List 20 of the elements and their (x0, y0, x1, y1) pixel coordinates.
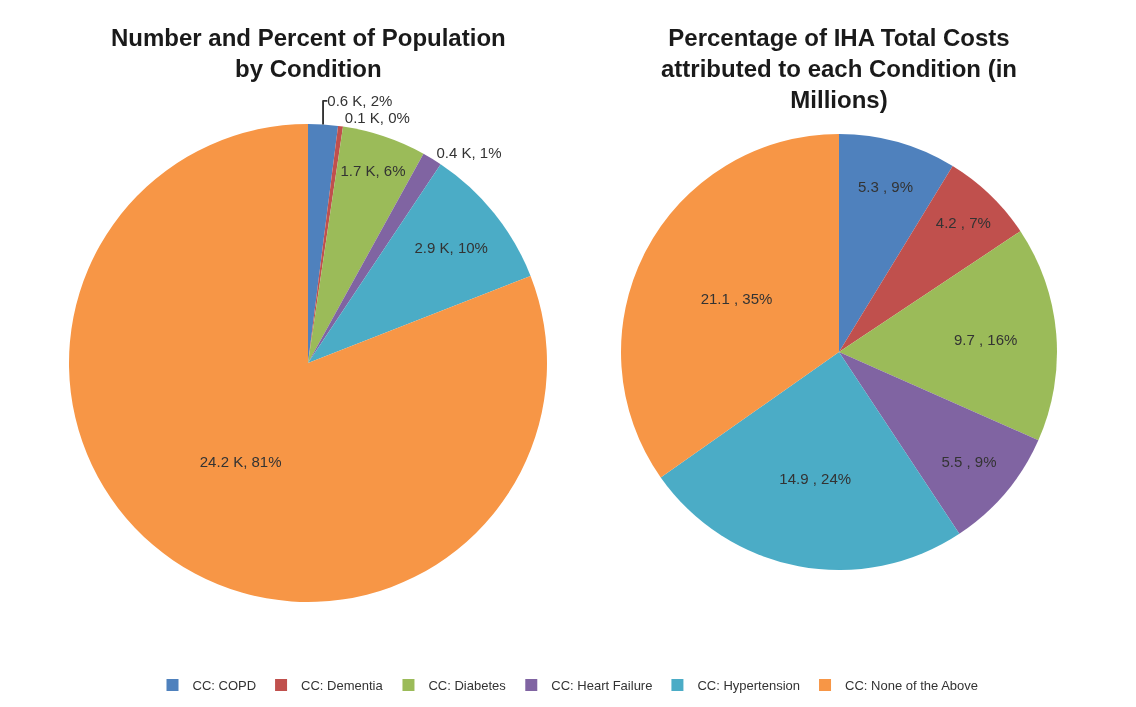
data-label: 24.2 K, 81% (199, 453, 282, 471)
slice-label: Number and Percent of Population by Condition (111, 24, 506, 83)
data-label: 5.3 , 9% (857, 178, 913, 196)
data-label: 14.9 , 24% (779, 469, 852, 487)
data-label: 4.2 , 7% (935, 214, 991, 232)
data-label: 0.4 K, 1% (436, 144, 502, 162)
data-label: 21.1 , 35% (700, 290, 773, 308)
legend-label: CC: Dementia (301, 677, 384, 693)
slice-label: Percentage of IHA Total Costs attributed to each Condition (in Millions) (661, 24, 1017, 114)
data-label: 5.5 , 9% (941, 453, 997, 471)
legend-label: CC: Hypertension (697, 677, 801, 693)
data-label: 9.7 , 16% (953, 330, 1018, 348)
data-label: 2.9 K, 10% (414, 239, 488, 257)
data-label: 0.1 K, 0% (344, 109, 410, 127)
legend-label: CC: Diabetes (428, 677, 507, 693)
legend-label: CC: COPD (192, 677, 257, 693)
legend-label: CC: Heart Failure (551, 677, 653, 693)
legend-label: CC: None of the Above (845, 677, 979, 693)
data-label: 1.7 K, 6% (340, 162, 406, 180)
data-label: 0.6 K, 2% (327, 92, 393, 110)
